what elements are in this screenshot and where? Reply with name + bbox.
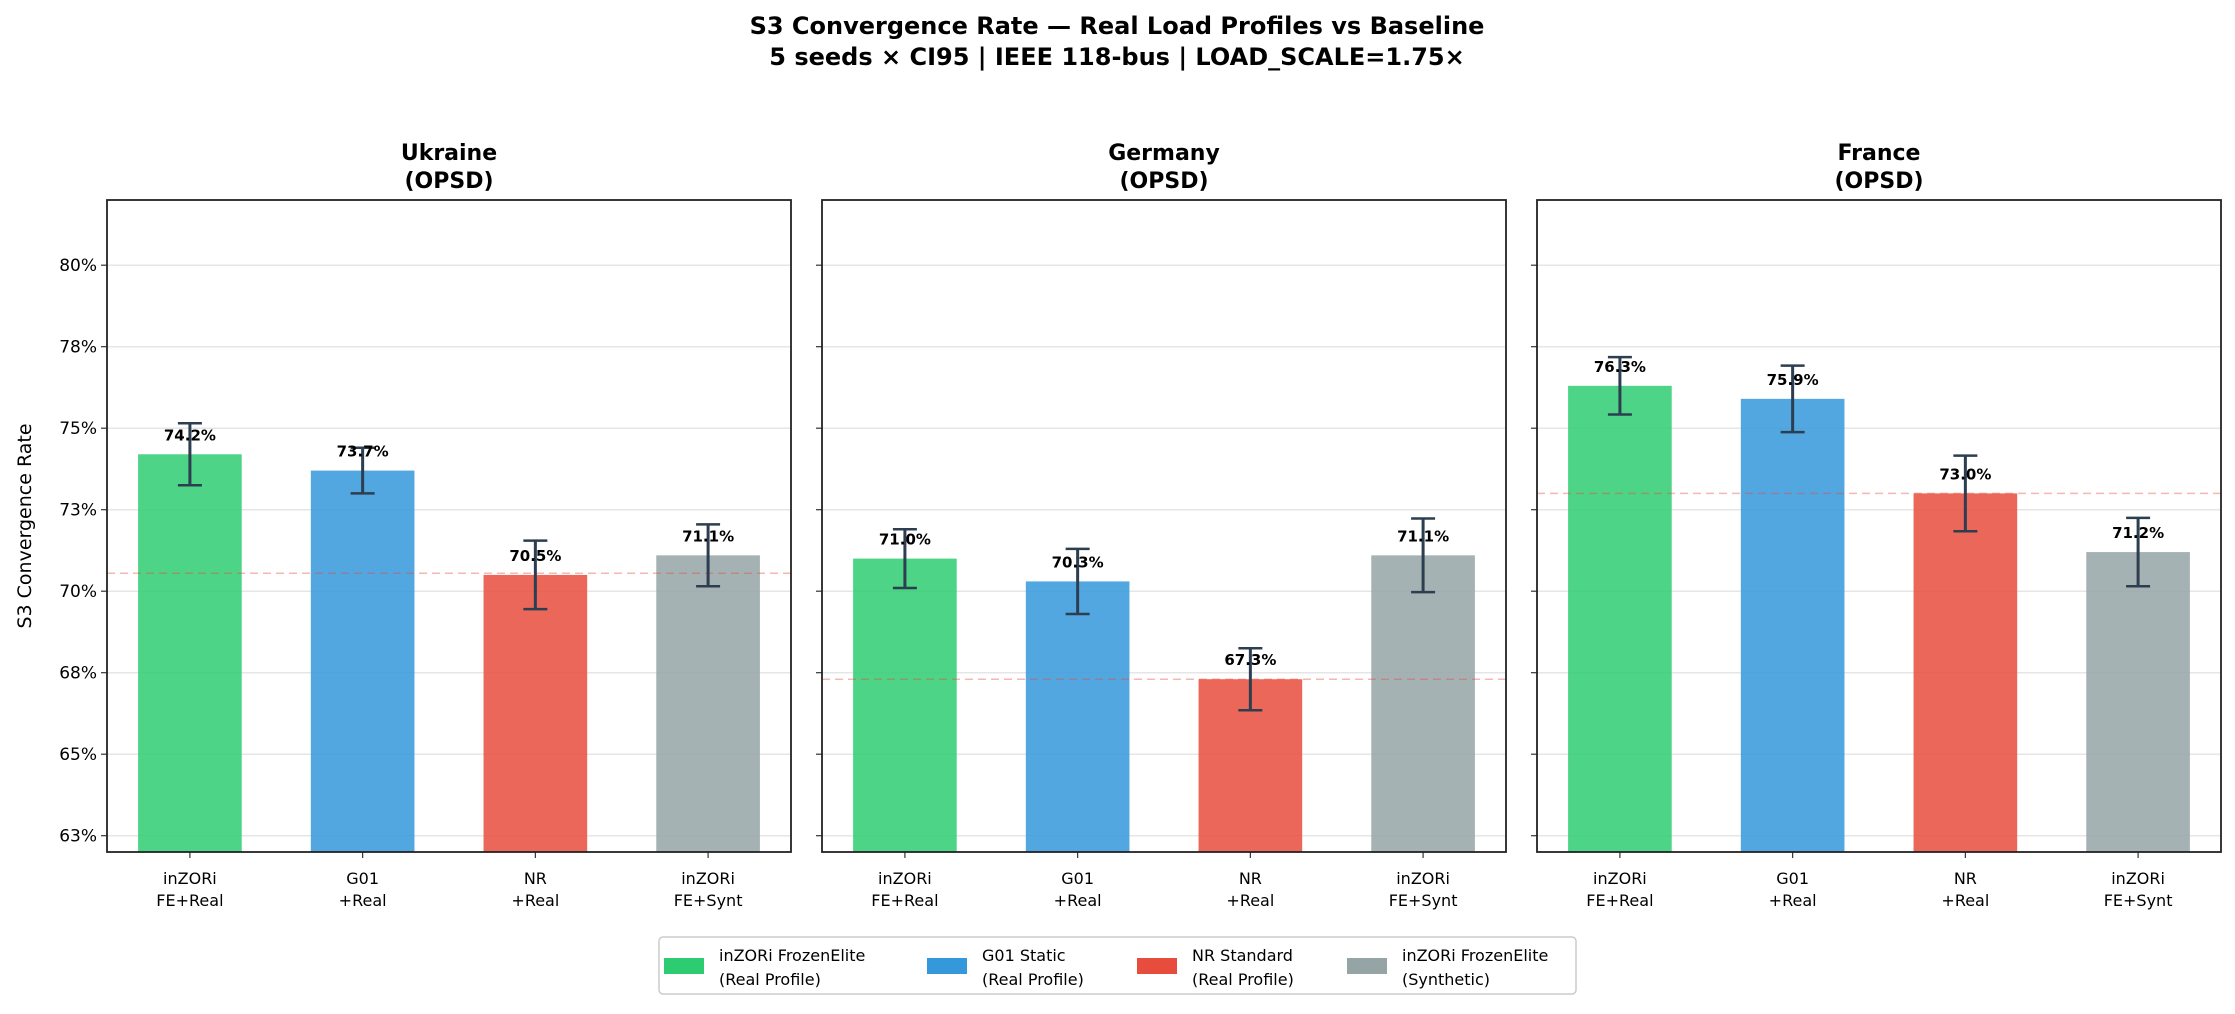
- bar-value-label: 71.1%: [1397, 527, 1449, 545]
- legend-swatch: [664, 958, 704, 974]
- x-tick-label: NR: [1239, 869, 1262, 888]
- legend-swatch: [1137, 958, 1177, 974]
- x-tick-label: FE+Synt: [1389, 891, 1458, 910]
- x-tick-label: +Real: [1054, 891, 1102, 910]
- x-tick-label: NR: [1954, 869, 1977, 888]
- bar: [1913, 493, 2018, 852]
- bar: [1025, 581, 1130, 852]
- x-tick-label: FE+Synt: [674, 891, 743, 910]
- bar: [310, 470, 415, 852]
- x-tick-label: inZORi: [2111, 869, 2165, 888]
- panel-ukraine: Ukraine (OPSD) 63% 65% 68% 70% 73% 75% 78% 80% 74.…: [59, 141, 792, 910]
- x-tick-label: G01: [346, 869, 379, 888]
- legend-swatch: [927, 958, 967, 974]
- chart-subtitle: 5 seeds × CI95 | IEEE 118-bus | LOAD_SCA…: [769, 43, 1464, 71]
- legend-box: [658, 936, 1577, 995]
- x-tick-label: FE+Real: [1586, 891, 1653, 910]
- x-tick-label: +Real: [1941, 891, 1989, 910]
- bar: [656, 555, 760, 852]
- bar: [1568, 385, 1672, 852]
- x-tick-label: inZORi: [878, 869, 932, 888]
- y-axis-label: S3 Convergence Rate: [14, 423, 36, 628]
- axes-frame: [821, 199, 1507, 853]
- x-tick-label: +Real: [339, 891, 387, 910]
- legend-label: (Synthetic): [1402, 970, 1490, 989]
- x-tick-label: inZORi: [163, 869, 217, 888]
- bar: [1371, 555, 1475, 852]
- y-tick-label: 65%: [59, 745, 97, 765]
- chart-title: S3 Convergence Rate — Real Load Profiles…: [750, 12, 1485, 40]
- bar: [138, 454, 242, 852]
- x-tick-label: inZORi: [1396, 869, 1450, 888]
- x-tick-label: +Real: [1769, 891, 1817, 910]
- bar-value-label: 76.3%: [1594, 358, 1646, 376]
- panel-title: Germany: [1108, 141, 1220, 166]
- axes-frame: [1536, 199, 2222, 853]
- panel-germany: Germany (OPSD) 71.0% inZORi FE+Real 70.3% G01 +…: [816, 141, 1507, 910]
- panel-france: France (OPSD) 76.3% inZORi FE+Real 75.9% G01 +R…: [1531, 141, 2222, 910]
- legend-label: (Real Profile): [1192, 970, 1294, 989]
- panel-title: France: [1838, 141, 1921, 166]
- legend-swatch: [1347, 958, 1387, 974]
- x-tick-label: inZORi: [681, 869, 735, 888]
- legend-label: inZORi FrozenElite: [1402, 946, 1548, 965]
- y-tick-label: 63%: [59, 827, 97, 847]
- x-tick-label: inZORi: [1593, 869, 1647, 888]
- bar: [2086, 552, 2190, 852]
- x-tick-label: +Real: [511, 891, 559, 910]
- bar-value-label: 70.5%: [509, 547, 561, 565]
- y-tick-label: 68%: [59, 664, 97, 684]
- x-tick-label: FE+Real: [156, 891, 223, 910]
- bar-value-label: 67.3%: [1224, 651, 1276, 669]
- y-tick-label: 75%: [59, 419, 97, 439]
- legend-label: inZORi FrozenElite: [719, 946, 865, 965]
- bar-value-label: 75.9%: [1767, 371, 1819, 389]
- bar-value-label: 70.3%: [1052, 553, 1104, 571]
- axes-frame: [106, 199, 792, 853]
- bar-value-label: 73.0%: [1939, 465, 1991, 483]
- x-tick-label: FE+Synt: [2104, 891, 2173, 910]
- bar: [483, 574, 588, 852]
- x-tick-label: FE+Real: [871, 891, 938, 910]
- x-tick-label: G01: [1061, 869, 1094, 888]
- panel-title: Ukraine: [401, 141, 497, 166]
- panel-subtitle: (OPSD): [1119, 169, 1208, 194]
- y-tick-label: 78%: [59, 338, 97, 358]
- legend-label: G01 Static: [982, 946, 1066, 965]
- bar-value-label: 71.1%: [682, 527, 734, 545]
- panel-subtitle: (OPSD): [404, 169, 493, 194]
- legend-label: (Real Profile): [719, 970, 821, 989]
- bar: [1740, 398, 1845, 852]
- panel-subtitle: (OPSD): [1834, 169, 1923, 194]
- bar: [853, 558, 957, 852]
- bar-value-label: 71.0%: [879, 531, 931, 549]
- legend-label: (Real Profile): [982, 970, 1084, 989]
- bar-value-label: 74.2%: [164, 426, 216, 444]
- legend-label: NR Standard: [1192, 946, 1293, 965]
- bar-value-label: 71.2%: [2112, 524, 2164, 542]
- y-tick-label: 70%: [59, 582, 97, 602]
- y-tick-label: 73%: [59, 501, 97, 521]
- bar-value-label: 73.7%: [337, 443, 389, 461]
- x-tick-label: NR: [524, 869, 547, 888]
- x-tick-label: +Real: [1226, 891, 1274, 910]
- legend: inZORi FrozenElite (Real Profile) G01 Stat…: [658, 936, 1577, 995]
- y-tick-label: 80%: [59, 256, 97, 276]
- x-tick-label: G01: [1776, 869, 1809, 888]
